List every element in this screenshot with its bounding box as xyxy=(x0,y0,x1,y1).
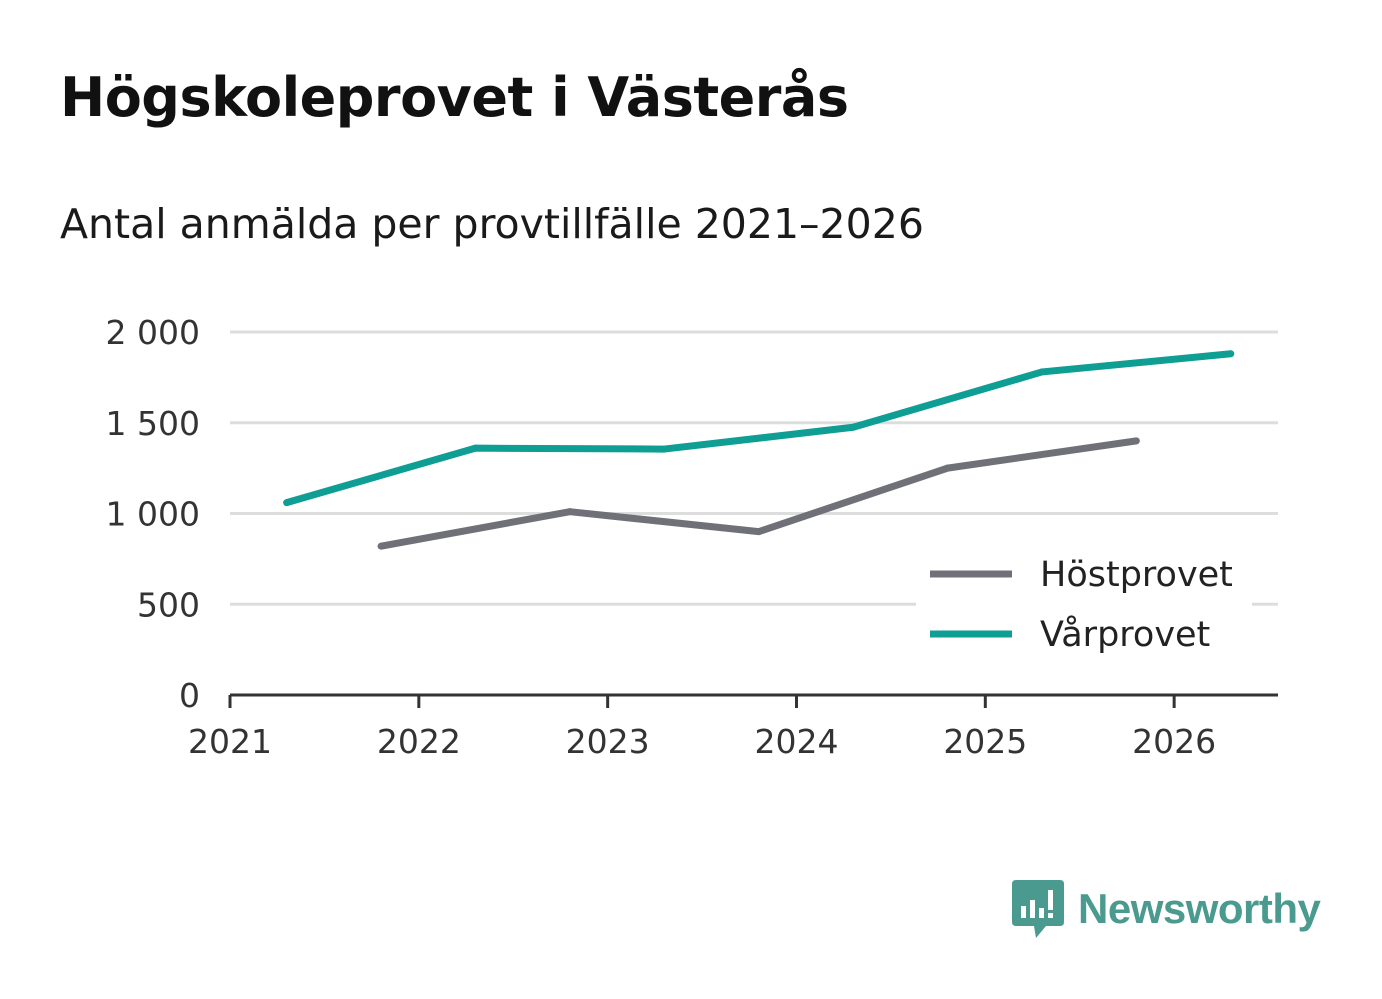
y-tick-label-0: 0 xyxy=(179,676,200,715)
legend-label-höstprovet: Höstprovet xyxy=(1040,555,1233,595)
data-point-vårprovet-3 xyxy=(849,423,857,431)
data-point-vårprovet-0 xyxy=(283,499,291,507)
brand-name: Newsworthy xyxy=(1078,885,1321,932)
x-tick-label-3: 2024 xyxy=(754,722,838,761)
data-point-vårprovet-4 xyxy=(1038,368,1046,376)
x-tick-label-0: 2021 xyxy=(188,722,272,761)
y-tick-label-3: 1 500 xyxy=(106,404,200,443)
legend-background xyxy=(916,548,1252,668)
x-tick-label-4: 2025 xyxy=(943,722,1027,761)
data-point-höstprovet-3 xyxy=(944,464,952,472)
data-point-höstprovet-4 xyxy=(1132,437,1140,445)
data-point-vårprovet-2 xyxy=(660,445,668,453)
chart-title: Högskoleprovet i Västerås xyxy=(60,66,849,129)
data-point-vårprovet-1 xyxy=(471,444,479,452)
data-point-höstprovet-1 xyxy=(566,508,574,516)
bar-chart-speech-bubble-icon xyxy=(1012,880,1064,938)
data-point-höstprovet-2 xyxy=(755,528,763,536)
data-point-vårprovet-5 xyxy=(1227,350,1235,358)
x-tick-label-5: 2026 xyxy=(1132,722,1216,761)
data-point-höstprovet-0 xyxy=(377,542,385,550)
y-tick-label-2: 1 000 xyxy=(106,495,200,534)
brand-logo: Newsworthy xyxy=(1010,878,1321,940)
x-tick-label-1: 2022 xyxy=(377,722,461,761)
legend-label-vårprovet: Vårprovet xyxy=(1040,614,1210,655)
x-tick-label-2: 2023 xyxy=(566,722,650,761)
y-tick-label-4: 2 000 xyxy=(106,313,200,352)
series-line-vårprovet xyxy=(285,350,1232,506)
chart-subtitle: Antal anmälda per provtillfälle 2021–202… xyxy=(60,200,924,248)
y-tick-label-1: 500 xyxy=(137,585,200,624)
